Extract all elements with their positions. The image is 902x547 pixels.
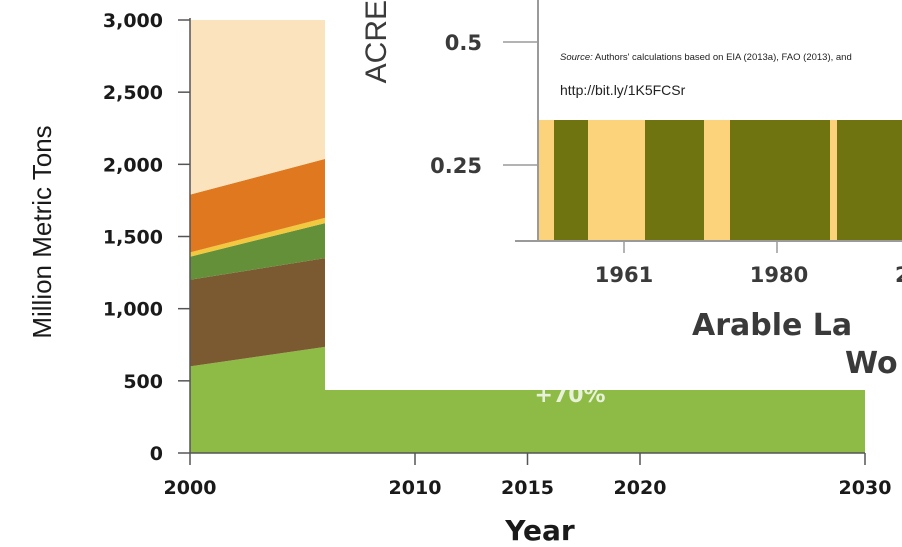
inset-bar xyxy=(554,120,588,240)
x-tick-label: 2020 xyxy=(614,477,667,499)
inset-bar xyxy=(645,120,704,240)
x-tick-label: 2000 xyxy=(164,477,217,499)
y-axis-title: Million Metric Tons xyxy=(27,125,57,338)
inset-y-tick-label: 0.25 xyxy=(430,154,482,178)
x-tick-label: 2010 xyxy=(389,477,442,499)
inset-x-axis-title-line2: Wo xyxy=(845,346,898,381)
source-label: Source: xyxy=(560,52,593,63)
inset-x-tick-label: 2 xyxy=(895,263,902,287)
inset-y-axis-title: ACRE xyxy=(360,0,393,83)
inset-x-tick-label: 1980 xyxy=(750,263,808,287)
y-tick-label: 1,000 xyxy=(103,299,163,321)
y-tick-label: 0 xyxy=(150,443,163,465)
y-tick-label: 500 xyxy=(123,371,163,393)
inset-bar xyxy=(837,120,902,240)
x-tick-label: 2015 xyxy=(501,477,554,499)
area-series-0-extension xyxy=(370,380,865,453)
y-tick-label: 2,000 xyxy=(103,154,163,176)
x-tick-label: 2030 xyxy=(839,477,892,499)
source-text: Authors' calculations based on EIA (2013… xyxy=(593,52,852,63)
y-axis-ticks: 0 500 1,000 1,500 2,000 2,500 3,000 xyxy=(103,10,190,465)
y-tick-label: 2,500 xyxy=(103,82,163,104)
source-note: Source: Authors' calculations based on E… xyxy=(560,52,852,63)
x-axis-title: Year xyxy=(504,514,575,547)
y-tick-label: 3,000 xyxy=(103,10,163,32)
y-tick-label: 1,500 xyxy=(103,227,163,249)
x-axis-ticks: 2000 2010 2015 2020 2030 xyxy=(164,453,892,499)
source-url[interactable]: http://bit.ly/1K5FCSr xyxy=(560,82,685,98)
inset-bar xyxy=(730,120,830,240)
inset-x-tick-label: 1961 xyxy=(595,263,653,287)
inset-y-tick-label: 0.5 xyxy=(445,31,482,55)
inset-chart-panel: 0.5 0.25 1961 1980 2 ACRE Arable La Wo S… xyxy=(325,0,902,390)
inset-x-axis-title-line1: Arable La xyxy=(692,308,852,343)
